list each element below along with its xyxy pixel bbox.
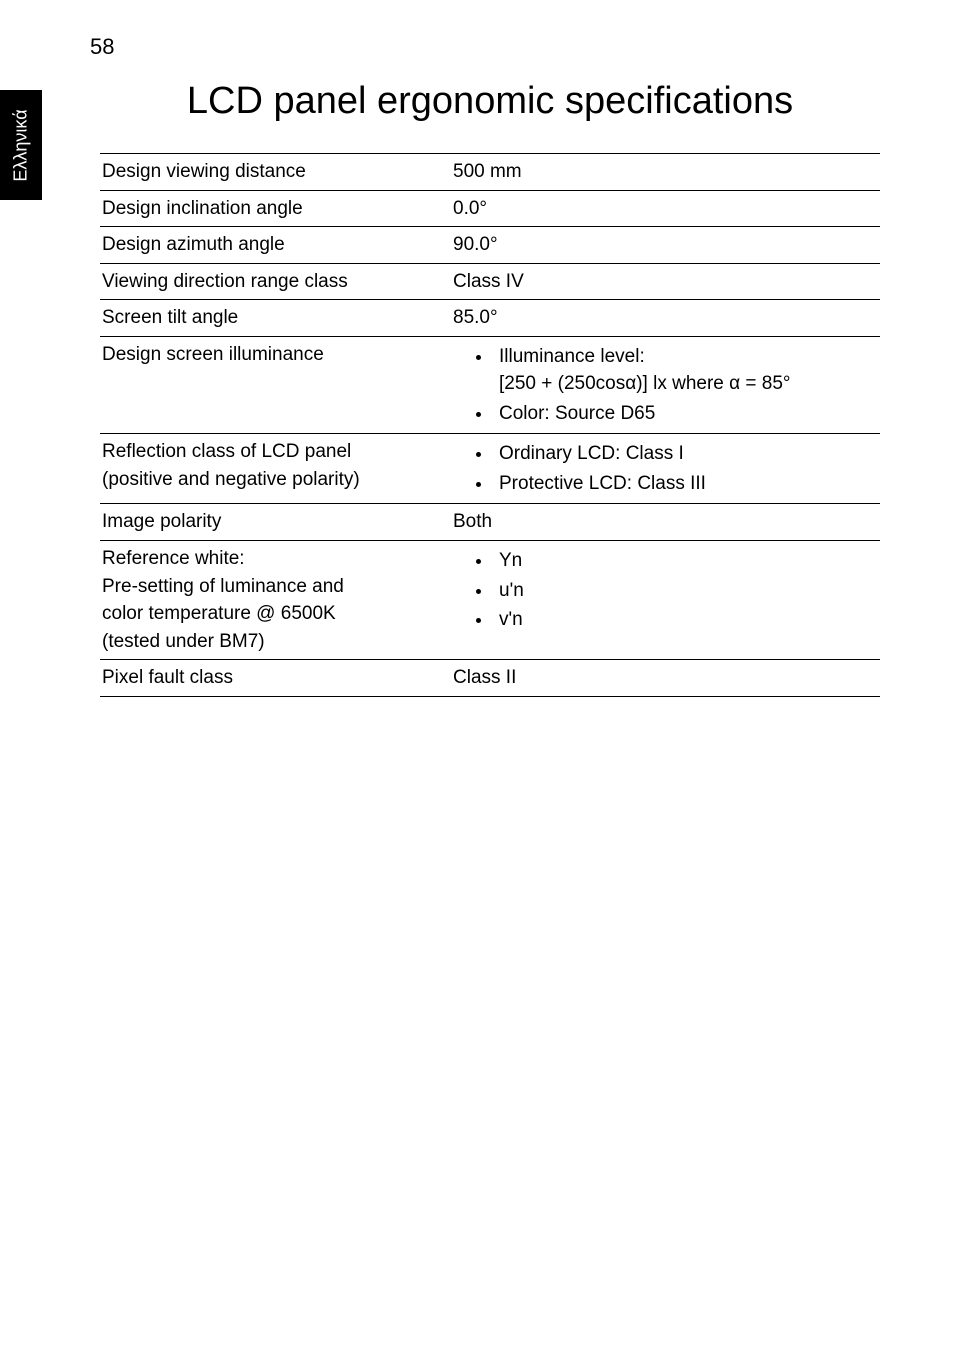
spec-label: Reflection class of LCD panel (positive … xyxy=(100,434,451,504)
spec-value: 500 mm xyxy=(451,154,880,191)
page-content: LCD panel ergonomic specifications Desig… xyxy=(100,80,880,697)
spec-label: Reference white: Pre-setting of luminanc… xyxy=(100,541,451,660)
table-row: Screen tilt angle 85.0° xyxy=(100,300,880,337)
table-row: Design azimuth angle 90.0° xyxy=(100,227,880,264)
table-row: Design viewing distance 500 mm xyxy=(100,154,880,191)
page-number: 58 xyxy=(90,34,114,60)
table-row: Reference white: Pre-setting of luminanc… xyxy=(100,541,880,660)
spec-value: Illuminance level: [250 + (250cosα)] lx … xyxy=(451,336,880,434)
spec-value: Class II xyxy=(451,660,880,697)
spec-value: 90.0° xyxy=(451,227,880,264)
language-tab: Ελληνικά xyxy=(0,90,42,200)
spec-value: Ordinary LCD: Class I Protective LCD: Cl… xyxy=(451,434,880,504)
label-line: color temperature @ 6500K xyxy=(102,603,336,624)
list-item: Color: Source D65 xyxy=(493,400,874,428)
label-line: Reflection class of LCD panel xyxy=(102,441,351,462)
spec-table: Design viewing distance 500 mm Design in… xyxy=(100,153,880,697)
list-item: Protective LCD: Class III xyxy=(493,470,874,498)
spec-label: Design azimuth angle xyxy=(100,227,451,264)
spec-label: Screen tilt angle xyxy=(100,300,451,337)
spec-label: Pixel fault class xyxy=(100,660,451,697)
table-row: Pixel fault class Class II xyxy=(100,660,880,697)
label-line: (tested under BM7) xyxy=(102,631,265,652)
spec-value: Yn u'n v'n xyxy=(451,541,880,660)
table-row: Design screen illuminance Illuminance le… xyxy=(100,336,880,434)
list-item: Ordinary LCD: Class I xyxy=(493,440,874,468)
table-row: Reflection class of LCD panel (positive … xyxy=(100,434,880,504)
language-tab-text: Ελληνικά xyxy=(11,109,32,181)
table-row: Image polarity Both xyxy=(100,504,880,541)
table-row: Design inclination angle 0.0° xyxy=(100,190,880,227)
bullet-subtext: [250 + (250cosα)] lx where α = 85° xyxy=(499,373,791,394)
spec-label: Design viewing distance xyxy=(100,154,451,191)
spec-label: Viewing direction range class xyxy=(100,263,451,300)
spec-label: Design inclination angle xyxy=(100,190,451,227)
list-item: Yn xyxy=(493,547,874,575)
bullet-text: Illuminance level: xyxy=(499,346,645,367)
label-line: Reference white: xyxy=(102,548,245,569)
list-item: u'n xyxy=(493,577,874,605)
spec-label: Design screen illuminance xyxy=(100,336,451,434)
page-title: LCD panel ergonomic specifications xyxy=(100,80,880,123)
spec-value: Class IV xyxy=(451,263,880,300)
spec-value: Both xyxy=(451,504,880,541)
spec-value: 85.0° xyxy=(451,300,880,337)
list-item: Illuminance level: [250 + (250cosα)] lx … xyxy=(493,343,874,398)
label-line: Pre-setting of luminance and xyxy=(102,576,344,597)
table-row: Viewing direction range class Class IV xyxy=(100,263,880,300)
spec-value: 0.0° xyxy=(451,190,880,227)
spec-label: Image polarity xyxy=(100,504,451,541)
list-item: v'n xyxy=(493,606,874,634)
label-line: (positive and negative polarity) xyxy=(102,469,360,490)
